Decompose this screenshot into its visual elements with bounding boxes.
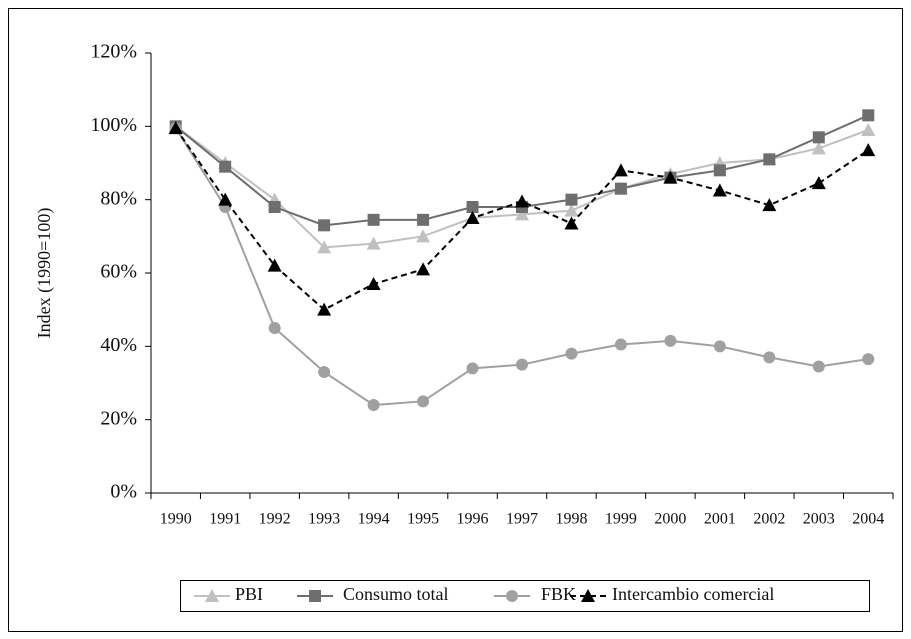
marker bbox=[367, 213, 380, 226]
legend-label: Consumo total bbox=[343, 584, 449, 604]
marker bbox=[168, 121, 183, 135]
x-tick-label: 1993 bbox=[308, 511, 340, 528]
x-tick-label: 1994 bbox=[358, 511, 390, 528]
marker bbox=[713, 164, 726, 177]
marker bbox=[417, 395, 430, 408]
marker bbox=[663, 170, 678, 184]
marker bbox=[416, 262, 431, 276]
marker bbox=[366, 277, 381, 290]
x-tick-label: 2004 bbox=[852, 511, 884, 528]
x-tick-label: 2000 bbox=[654, 511, 686, 528]
x-tick-label: 1998 bbox=[555, 511, 587, 528]
x-tick-label: 1991 bbox=[209, 511, 241, 528]
marker bbox=[267, 258, 282, 272]
marker bbox=[317, 302, 332, 316]
marker bbox=[268, 201, 281, 213]
y-tick-label: 80% bbox=[100, 187, 137, 209]
marker bbox=[565, 347, 578, 360]
marker bbox=[318, 219, 331, 232]
y-tick-label: 40% bbox=[100, 334, 137, 356]
x-tick-label: 1996 bbox=[457, 511, 489, 528]
x-tick-label: 1990 bbox=[160, 511, 192, 528]
chart-border bbox=[8, 8, 903, 632]
marker bbox=[366, 236, 381, 250]
marker bbox=[861, 143, 876, 157]
y-tick-label: 60% bbox=[100, 261, 137, 283]
legend-label: FBK bbox=[541, 584, 576, 604]
marker bbox=[417, 213, 430, 226]
legend-marker bbox=[581, 589, 595, 602]
x-tick-label: 2002 bbox=[753, 511, 785, 528]
marker bbox=[862, 109, 875, 122]
legend-label: Intercambio comercial bbox=[612, 584, 774, 604]
y-axis-label: Index (1990=100) bbox=[34, 208, 55, 339]
marker bbox=[565, 193, 578, 206]
marker bbox=[219, 160, 232, 173]
marker bbox=[466, 201, 479, 213]
marker bbox=[763, 153, 776, 166]
marker bbox=[713, 340, 726, 353]
marker bbox=[218, 192, 233, 206]
marker bbox=[763, 351, 776, 364]
marker bbox=[614, 182, 627, 195]
legend-marker bbox=[309, 590, 321, 602]
marker bbox=[712, 183, 727, 197]
marker bbox=[811, 141, 826, 155]
x-tick-label: 2001 bbox=[704, 511, 736, 528]
marker bbox=[515, 194, 529, 208]
x-tick-label: 1995 bbox=[407, 511, 439, 528]
marker bbox=[466, 362, 479, 375]
marker bbox=[664, 334, 677, 347]
marker bbox=[564, 203, 579, 217]
marker bbox=[812, 131, 825, 144]
marker bbox=[268, 322, 281, 334]
marker bbox=[812, 360, 825, 373]
x-tick-label: 2003 bbox=[803, 511, 835, 528]
x-tick-label: 1992 bbox=[259, 511, 291, 528]
marker bbox=[861, 123, 876, 136]
x-tick-label: 1997 bbox=[506, 511, 538, 528]
marker bbox=[862, 353, 875, 366]
marker bbox=[614, 338, 627, 351]
marker bbox=[564, 216, 579, 230]
legend-marker bbox=[506, 590, 518, 602]
legend-label: PBI bbox=[235, 584, 263, 604]
marker bbox=[516, 358, 528, 371]
y-tick-label: 20% bbox=[100, 407, 137, 429]
marker bbox=[762, 198, 777, 212]
legend-marker bbox=[205, 589, 219, 602]
x-tick-label: 1999 bbox=[605, 511, 637, 528]
marker bbox=[811, 176, 826, 190]
marker bbox=[613, 163, 628, 177]
y-tick-label: 100% bbox=[90, 114, 137, 136]
marker bbox=[515, 207, 529, 221]
series-line bbox=[174, 127, 869, 311]
y-tick-label: 0% bbox=[110, 481, 137, 503]
marker bbox=[416, 229, 431, 243]
marker bbox=[367, 399, 380, 411]
marker bbox=[318, 366, 331, 378]
marker bbox=[317, 240, 332, 254]
marker bbox=[465, 211, 480, 224]
y-tick-label: 120% bbox=[90, 41, 137, 63]
